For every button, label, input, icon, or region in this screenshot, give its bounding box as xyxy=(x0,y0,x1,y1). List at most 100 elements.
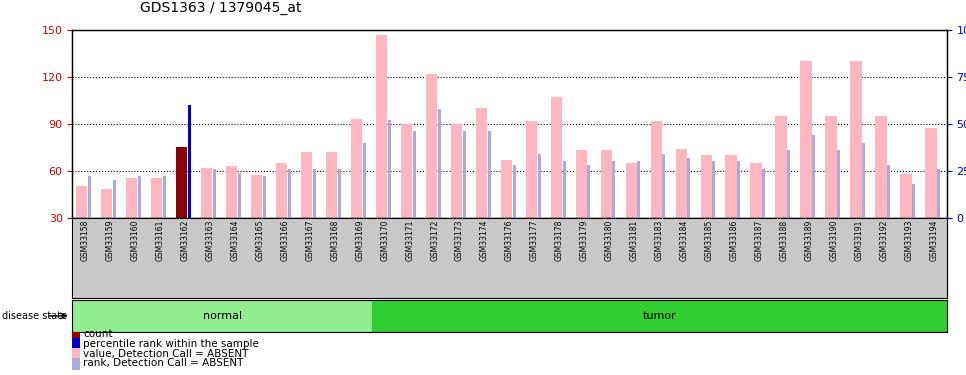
Bar xyxy=(113,180,116,218)
Bar xyxy=(622,217,647,298)
Bar xyxy=(497,217,522,298)
Bar xyxy=(688,158,691,218)
Text: GSM33185: GSM33185 xyxy=(705,220,714,261)
Text: rank, Detection Call = ABSENT: rank, Detection Call = ABSENT xyxy=(83,358,243,368)
Text: GSM33186: GSM33186 xyxy=(730,220,739,261)
Bar xyxy=(847,217,871,298)
Bar xyxy=(650,121,662,218)
Text: GSM33169: GSM33169 xyxy=(355,220,364,261)
Bar xyxy=(475,108,487,218)
Text: GSM33180: GSM33180 xyxy=(605,220,614,261)
Text: GSM33161: GSM33161 xyxy=(156,220,164,261)
Bar xyxy=(863,142,866,218)
Bar xyxy=(98,217,123,298)
Bar xyxy=(338,169,341,217)
Bar xyxy=(551,97,562,218)
Text: GSM33168: GSM33168 xyxy=(330,220,339,261)
Bar xyxy=(438,109,440,217)
Bar xyxy=(426,74,437,217)
Text: GSM33187: GSM33187 xyxy=(754,220,764,261)
Bar xyxy=(101,189,112,217)
Bar xyxy=(72,217,98,298)
Bar xyxy=(72,358,80,370)
Text: GSM33178: GSM33178 xyxy=(555,220,564,261)
Text: GSM33177: GSM33177 xyxy=(530,220,539,261)
Bar xyxy=(601,150,611,217)
Bar xyxy=(251,176,262,217)
Bar xyxy=(725,155,737,218)
Text: disease state: disease state xyxy=(2,311,67,321)
Bar xyxy=(488,131,491,218)
Bar xyxy=(587,165,590,218)
Bar xyxy=(871,217,896,298)
Bar xyxy=(797,217,822,298)
Bar xyxy=(362,142,366,218)
Bar xyxy=(88,176,91,218)
Text: GSM33173: GSM33173 xyxy=(455,220,464,261)
Bar xyxy=(72,348,80,360)
Bar xyxy=(663,154,666,218)
Bar xyxy=(537,154,541,218)
Bar xyxy=(762,169,765,217)
Bar xyxy=(612,161,615,218)
Text: tumor: tumor xyxy=(642,311,676,321)
Text: GSM33164: GSM33164 xyxy=(230,220,240,261)
Bar xyxy=(925,128,937,217)
Bar xyxy=(397,217,422,298)
Bar xyxy=(896,217,922,298)
Text: GSM33172: GSM33172 xyxy=(430,220,440,261)
Bar xyxy=(187,105,191,218)
Bar xyxy=(801,61,811,217)
Bar xyxy=(712,161,716,218)
Text: GSM33184: GSM33184 xyxy=(680,220,689,261)
Text: GSM33159: GSM33159 xyxy=(105,220,114,261)
Text: count: count xyxy=(83,329,113,339)
Bar xyxy=(500,160,512,218)
Bar xyxy=(323,217,347,298)
Text: GDS1363 / 1379045_at: GDS1363 / 1379045_at xyxy=(140,1,301,15)
Bar xyxy=(887,165,891,218)
Bar xyxy=(300,152,312,217)
Text: normal: normal xyxy=(203,311,242,321)
Bar xyxy=(172,217,197,298)
Bar xyxy=(626,163,637,218)
Bar xyxy=(751,163,762,218)
Bar xyxy=(922,217,947,298)
Bar xyxy=(638,161,640,218)
Bar xyxy=(372,217,397,298)
Bar xyxy=(422,217,447,298)
Bar xyxy=(263,176,266,218)
Text: GSM33170: GSM33170 xyxy=(381,220,389,261)
Text: GSM33191: GSM33191 xyxy=(855,220,864,261)
Bar xyxy=(163,176,166,218)
Bar xyxy=(226,166,238,218)
Bar xyxy=(197,217,222,298)
Bar xyxy=(123,217,148,298)
Text: GSM33192: GSM33192 xyxy=(880,220,889,261)
Bar xyxy=(597,217,622,298)
Bar xyxy=(900,174,912,217)
Bar xyxy=(76,186,87,218)
Bar xyxy=(822,217,847,298)
Bar xyxy=(238,172,241,217)
Text: percentile rank within the sample: percentile rank within the sample xyxy=(83,339,259,349)
Bar xyxy=(747,217,772,298)
Text: GSM33181: GSM33181 xyxy=(630,220,639,261)
Bar xyxy=(298,217,323,298)
Bar xyxy=(451,124,462,218)
Bar xyxy=(213,169,215,217)
Text: GSM33167: GSM33167 xyxy=(305,220,314,261)
Bar xyxy=(463,131,466,218)
Bar xyxy=(372,300,947,332)
Bar xyxy=(288,169,291,217)
Bar xyxy=(526,121,537,218)
Bar xyxy=(647,217,672,298)
Bar xyxy=(700,155,712,218)
Bar xyxy=(326,152,337,217)
Bar xyxy=(722,217,747,298)
Bar xyxy=(376,35,387,218)
Bar xyxy=(513,165,516,218)
Bar xyxy=(387,120,390,218)
Text: GSM33183: GSM33183 xyxy=(655,220,664,261)
Bar xyxy=(72,338,80,350)
